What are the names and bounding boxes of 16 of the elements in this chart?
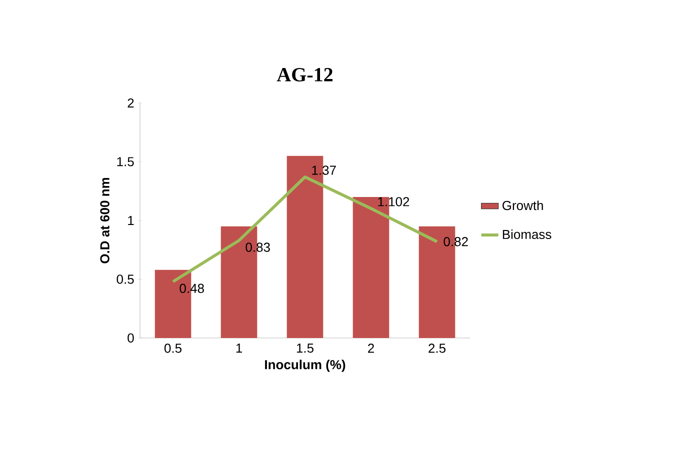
chart-title: AG-12 xyxy=(276,68,332,82)
x-tick-label: 1 xyxy=(236,344,242,353)
x-tick-label: 2 xyxy=(368,344,374,353)
x-tick-label: 0.5 xyxy=(164,344,182,353)
y-tick-label: 1.5 xyxy=(117,157,134,166)
legend-label: Growth xyxy=(502,200,543,210)
x-tick-label: 1.5 xyxy=(296,344,314,353)
y-tick-label: 2 xyxy=(128,98,134,108)
x-axis-title: Inoculum (%) xyxy=(265,360,346,372)
y-tick-label: 1 xyxy=(128,216,134,225)
y-axis-title: O.D at 600 nm xyxy=(100,178,110,264)
x-tick-label: 2.5 xyxy=(428,344,446,353)
y-tick-label: 0 xyxy=(128,333,134,343)
legend-label: Biomass xyxy=(502,229,552,240)
line-series xyxy=(172,176,438,284)
y-tick-label: 0.5 xyxy=(116,274,134,284)
